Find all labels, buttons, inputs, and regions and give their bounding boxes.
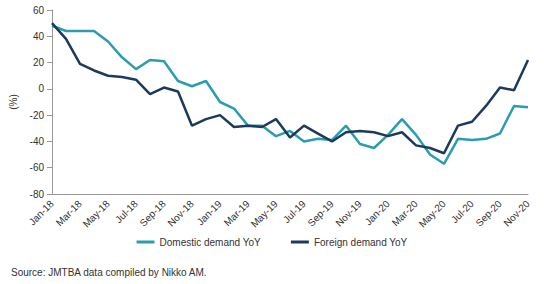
svg-text:Foreign demand YoY: Foreign demand YoY: [314, 237, 408, 248]
svg-text:Sep-19: Sep-19: [305, 198, 336, 229]
svg-text:Jul-19: Jul-19: [280, 198, 308, 226]
svg-text:-60: -60: [30, 162, 45, 173]
svg-text:Domestic demand YoY: Domestic demand YoY: [160, 237, 262, 248]
svg-text:Nov-20: Nov-20: [501, 198, 532, 229]
svg-text:-80: -80: [30, 189, 45, 200]
svg-text:May-19: May-19: [249, 198, 281, 230]
svg-text:Mar-18: Mar-18: [54, 198, 84, 228]
svg-text:Jul-18: Jul-18: [112, 198, 140, 226]
svg-text:0: 0: [38, 83, 44, 94]
svg-text:20: 20: [33, 57, 45, 68]
svg-text:Jan-19: Jan-19: [195, 198, 225, 228]
svg-text:Sep-18: Sep-18: [137, 198, 168, 229]
svg-text:Jan-20: Jan-20: [363, 198, 393, 228]
svg-text:-40: -40: [30, 136, 45, 147]
svg-text:(%): (%): [8, 94, 19, 110]
svg-text:May-20: May-20: [417, 198, 449, 230]
svg-text:60: 60: [33, 5, 45, 16]
svg-text:Sep-20: Sep-20: [473, 198, 504, 229]
svg-text:Nov-18: Nov-18: [165, 198, 196, 229]
svg-text:Source: JMTBA data compiled by: Source: JMTBA data compiled by Nikko AM.: [11, 267, 207, 278]
svg-text:Mar-20: Mar-20: [390, 198, 420, 228]
svg-text:Jul-20: Jul-20: [448, 198, 476, 226]
svg-text:Nov-19: Nov-19: [333, 198, 364, 229]
svg-text:Jan-18: Jan-18: [27, 198, 57, 228]
svg-text:May-18: May-18: [81, 198, 113, 230]
svg-text:-20: -20: [30, 110, 45, 121]
svg-text:Mar-19: Mar-19: [222, 198, 252, 228]
svg-text:40: 40: [33, 31, 45, 42]
